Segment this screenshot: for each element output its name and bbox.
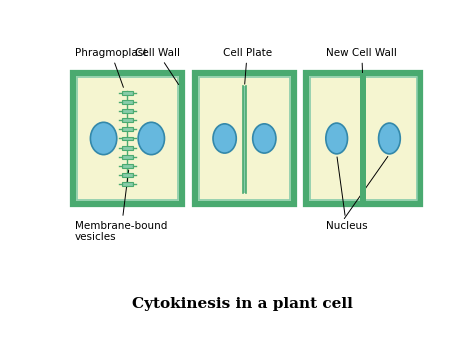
Ellipse shape — [253, 124, 276, 153]
Bar — [360, 73, 366, 204]
Bar — [73, 73, 182, 204]
Bar — [310, 77, 363, 200]
Bar — [122, 100, 133, 104]
Ellipse shape — [91, 122, 117, 155]
Bar — [122, 91, 133, 95]
Bar — [199, 77, 290, 200]
Bar — [122, 173, 133, 177]
Bar — [77, 77, 178, 200]
Bar — [363, 77, 417, 200]
Ellipse shape — [326, 123, 347, 154]
Bar — [306, 73, 420, 204]
Ellipse shape — [213, 124, 236, 153]
Text: Cell Wall: Cell Wall — [135, 47, 180, 84]
Text: Cytokinesis in a plant cell: Cytokinesis in a plant cell — [133, 297, 353, 311]
Bar — [122, 146, 133, 149]
Text: Nucleus: Nucleus — [326, 157, 367, 231]
Bar — [122, 127, 133, 131]
Text: Phragmoplast: Phragmoplast — [75, 47, 147, 87]
Text: Cell Plate: Cell Plate — [223, 47, 272, 84]
Bar — [122, 137, 133, 140]
Text: New Cell Wall: New Cell Wall — [326, 47, 397, 84]
Bar — [243, 86, 246, 194]
Bar — [122, 109, 133, 113]
Ellipse shape — [379, 123, 400, 154]
Bar — [122, 118, 133, 122]
Text: Membrane-bound
vesicles: Membrane-bound vesicles — [75, 170, 167, 242]
Bar — [122, 164, 133, 168]
Bar — [122, 182, 133, 186]
Ellipse shape — [138, 122, 164, 155]
Bar — [195, 73, 294, 204]
Bar — [122, 155, 133, 159]
